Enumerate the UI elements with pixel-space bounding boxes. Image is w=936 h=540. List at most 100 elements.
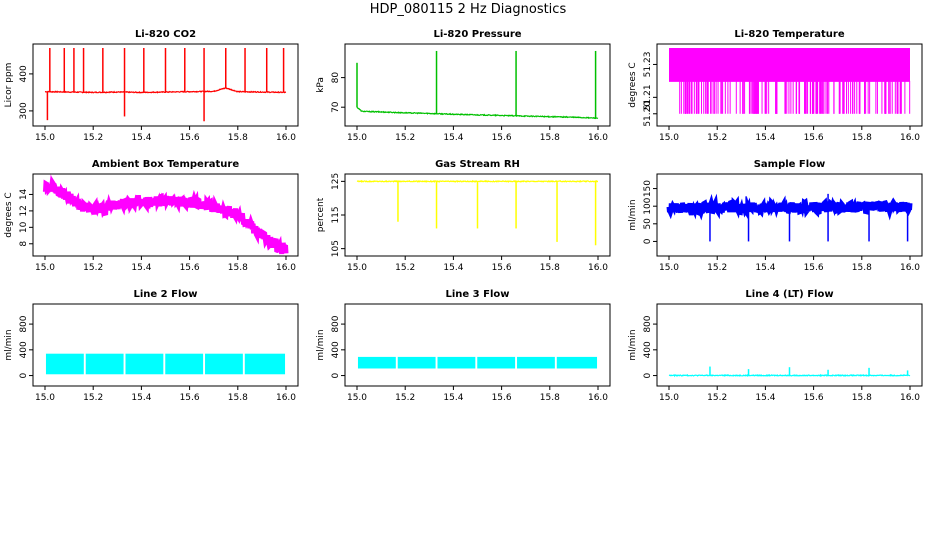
- x-tick-label: 16.0: [588, 263, 608, 273]
- x-tick-label: 15.8: [540, 133, 560, 143]
- x-tick-label: 15.0: [659, 393, 679, 403]
- x-tick-label: 15.6: [804, 133, 824, 143]
- panel-sampleflow: Sample Flow 15.0 15.2 15.4 15.6 15.8 16.0 0 50 10…: [628, 159, 923, 273]
- x-tick-label: 15.6: [492, 133, 512, 143]
- series-block: [397, 356, 436, 369]
- x-tick-label: 15.0: [659, 263, 679, 273]
- x-tick-label: 15.8: [852, 263, 872, 273]
- x-tick-label: 15.2: [707, 133, 727, 143]
- panel-title: Gas Stream RH: [435, 159, 520, 170]
- y-tick-label: 0: [643, 238, 653, 244]
- panel-title: Line 3 Flow: [446, 289, 510, 300]
- x-tick-label: 15.6: [804, 393, 824, 403]
- y-axis-label: ml/min: [628, 199, 638, 230]
- series-block: [556, 356, 598, 369]
- panel-line2: Line 2 Flow 15.0 15.2 15.4 15.6 15.8 16.0 0 400 8…: [4, 289, 299, 403]
- series-block: [437, 356, 476, 369]
- series-block: [125, 353, 164, 375]
- y-axis-label: degrees C: [628, 62, 638, 107]
- panel-ambient: Ambient Box Temperature 15.0 15.2 15.4 15.6 1…: [4, 159, 299, 273]
- series-level-band: [669, 48, 910, 81]
- series-block: [205, 353, 243, 375]
- x-tick-label: 15.4: [755, 263, 775, 273]
- x-tick-label: 15.2: [395, 133, 415, 143]
- y-axis-label: ml/min: [628, 329, 638, 360]
- y-axis-label: ml/min: [316, 329, 326, 360]
- x-tick-label: 15.0: [35, 393, 55, 403]
- x-tick-label: 15.6: [804, 263, 824, 273]
- y-tick-label: 80: [331, 72, 341, 84]
- y-tick-label: 800: [643, 315, 653, 332]
- x-tick-label: 16.0: [900, 393, 920, 403]
- plot-frame: [32, 303, 299, 387]
- x-tick-label: 15.4: [443, 263, 463, 273]
- x-tick-label: 15.8: [540, 263, 560, 273]
- series-line: [668, 373, 911, 378]
- x-tick-label: 15.8: [228, 133, 248, 143]
- x-tick-label: 15.0: [659, 133, 679, 143]
- series-block: [165, 353, 204, 375]
- plot-frame: [32, 43, 299, 127]
- y-tick-label: 10: [19, 221, 29, 233]
- y-tick-label: 400: [331, 341, 341, 358]
- x-tick-label: 16.0: [588, 133, 608, 143]
- x-tick-label: 15.8: [852, 133, 872, 143]
- x-tick-label: 15.4: [755, 393, 775, 403]
- y-axis-label: percent: [316, 197, 326, 232]
- y-tick-label: 0: [643, 372, 653, 378]
- x-tick-label: 15.0: [35, 133, 55, 143]
- x-tick-label: 16.0: [276, 263, 296, 273]
- x-tick-label: 16.0: [900, 133, 920, 143]
- x-tick-label: 15.0: [347, 393, 367, 403]
- y-axis-label: degrees C: [4, 192, 14, 237]
- y-tick-label: 125: [331, 173, 341, 190]
- y-tick-label: 105: [331, 240, 341, 257]
- figure-title: HDP_080115 2 Hz Diagnostics: [369, 2, 567, 17]
- series-block: [244, 353, 286, 375]
- series-block: [357, 356, 396, 369]
- y-tick-label: 50: [643, 218, 653, 230]
- y-tick-label: 300: [19, 102, 29, 119]
- x-tick-label: 15.8: [852, 393, 872, 403]
- y-tick-label: 14: [19, 188, 29, 200]
- y-tick-label: 800: [331, 315, 341, 332]
- y-axis-label: ml/min: [4, 329, 14, 360]
- x-tick-label: 15.2: [395, 393, 415, 403]
- y-tick-label: 400: [643, 341, 653, 358]
- plot-frame: [32, 173, 299, 257]
- panel-line4: Line 4 (LT) Flow 15.0 15.2 15.4 15.6 15.8 16.0…: [628, 289, 923, 403]
- y-tick-label: 70: [331, 101, 341, 113]
- series-line: [44, 87, 287, 94]
- panel-title: Line 2 Flow: [134, 289, 198, 300]
- panel-title: Li-820 Temperature: [734, 29, 844, 40]
- plot-frame: [344, 43, 611, 127]
- x-tick-label: 15.6: [180, 263, 200, 273]
- y-tick-label: 51.20: [643, 101, 653, 127]
- panel-title: Li-820 Pressure: [433, 29, 521, 40]
- y-tick-label: 115: [331, 206, 341, 223]
- x-tick-label: 15.2: [707, 393, 727, 403]
- y-tick-label: 0: [19, 372, 29, 378]
- x-tick-label: 15.8: [228, 263, 248, 273]
- panel-pressure: Li-820 Pressure 15.0 15.2 15.4 15.6 15.8 16.0 7…: [316, 29, 611, 143]
- x-tick-label: 15.6: [180, 133, 200, 143]
- y-tick-label: 8: [19, 241, 29, 247]
- plot-frame: [344, 303, 611, 387]
- y-tick-label: 12: [19, 205, 29, 216]
- y-axis-label: Licor ppm: [4, 63, 14, 108]
- panel-title: Sample Flow: [754, 159, 826, 170]
- y-tick-label: 51.21: [643, 84, 653, 110]
- plot-frame: [656, 173, 923, 257]
- x-tick-label: 15.8: [540, 393, 560, 403]
- panel-title: Ambient Box Temperature: [92, 159, 239, 170]
- series-line: [356, 106, 599, 120]
- x-tick-label: 15.2: [83, 133, 103, 143]
- x-tick-label: 15.4: [755, 133, 775, 143]
- x-tick-label: 15.6: [180, 393, 200, 403]
- x-tick-label: 15.4: [131, 393, 151, 403]
- series-block: [85, 353, 124, 375]
- y-tick-label: 51.23: [643, 52, 653, 78]
- panel-title: Line 4 (LT) Flow: [745, 289, 833, 300]
- x-tick-label: 15.4: [443, 133, 463, 143]
